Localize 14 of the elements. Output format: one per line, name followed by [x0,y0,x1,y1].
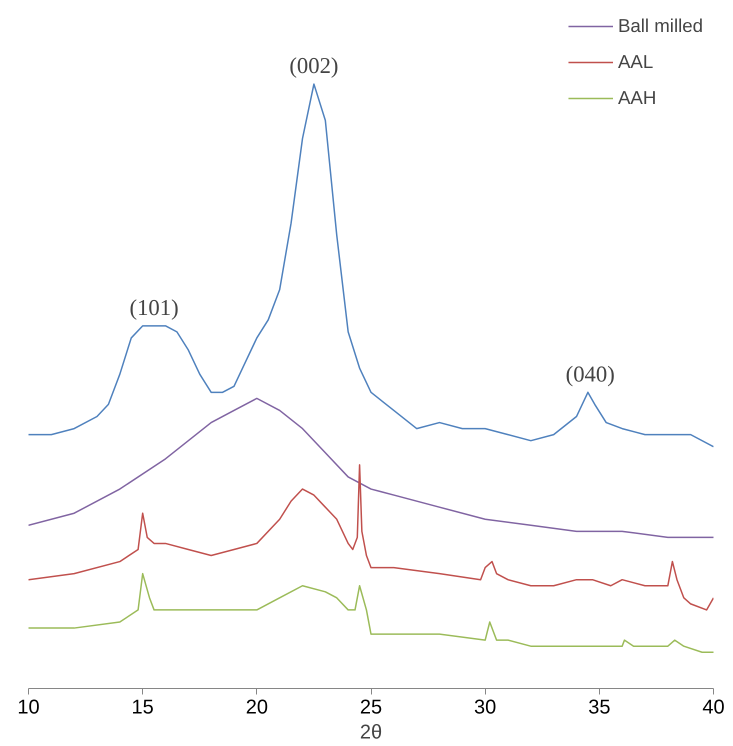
legend-label: Ball milled [618,15,703,37]
x-tick-label: 10 [17,696,40,718]
annotation: (101) [130,294,179,320]
x-tick-label: 30 [474,696,496,718]
x-axis-title: 2θ [360,722,382,744]
x-tick-label: 40 [702,696,725,718]
x-tick-label: 20 [246,696,268,718]
annotation: (040) [566,361,615,386]
annotation: (002) [289,53,338,78]
x-tick-label: 35 [588,696,610,718]
x-tick-label: 25 [360,696,382,718]
legend-label: AAL [618,51,654,73]
legend-label: AAH [618,87,656,109]
x-tick-label: 15 [132,696,154,718]
